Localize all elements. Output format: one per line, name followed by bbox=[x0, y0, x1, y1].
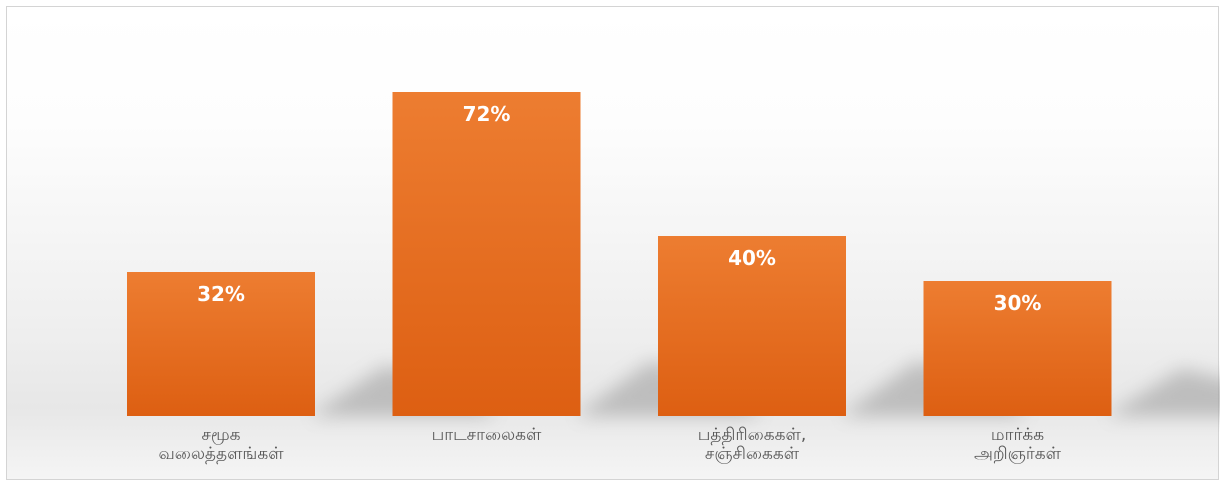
category-label: சஞ்சிகைகள் bbox=[705, 444, 800, 464]
category-label: பத்திரிகைகள், bbox=[698, 425, 806, 445]
category-labels: சமூகவலைத்தளங்கள் பாடசாலைகள் பத்திரிகைகள்,ச… bbox=[158, 425, 1061, 464]
bar-chart: 32% 72% 40% 30% சமூகவலைத்தளங்கள் பாடசாலைகள் ப… bbox=[127, 92, 1220, 464]
category-label: சமூக bbox=[201, 425, 240, 445]
bar bbox=[127, 272, 315, 416]
bar bbox=[658, 236, 846, 416]
chart-frame: 32% 72% 40% 30% சமூக வலைத்தளங்கள் பாடசாலைகள் ப… bbox=[6, 6, 1220, 480]
bar-shadow bbox=[1107, 368, 1220, 416]
category-label: பாடசாலைகள் bbox=[432, 425, 542, 445]
category-label: அறிஞர்கள் bbox=[974, 444, 1062, 464]
bar bbox=[923, 281, 1112, 416]
category-label: மார்க்க bbox=[991, 425, 1044, 445]
bar-value-label: 30% bbox=[994, 291, 1042, 315]
bar-value-label: 40% bbox=[728, 246, 776, 270]
bar-value-label: 72% bbox=[463, 102, 511, 126]
bar bbox=[392, 92, 581, 416]
category-label: வலைத்தளங்கள் bbox=[158, 444, 284, 464]
bars bbox=[127, 92, 1112, 416]
bar-value-label: 32% bbox=[197, 282, 245, 306]
bar-value-labels: 32% 72% 40% 30% bbox=[197, 102, 1041, 315]
